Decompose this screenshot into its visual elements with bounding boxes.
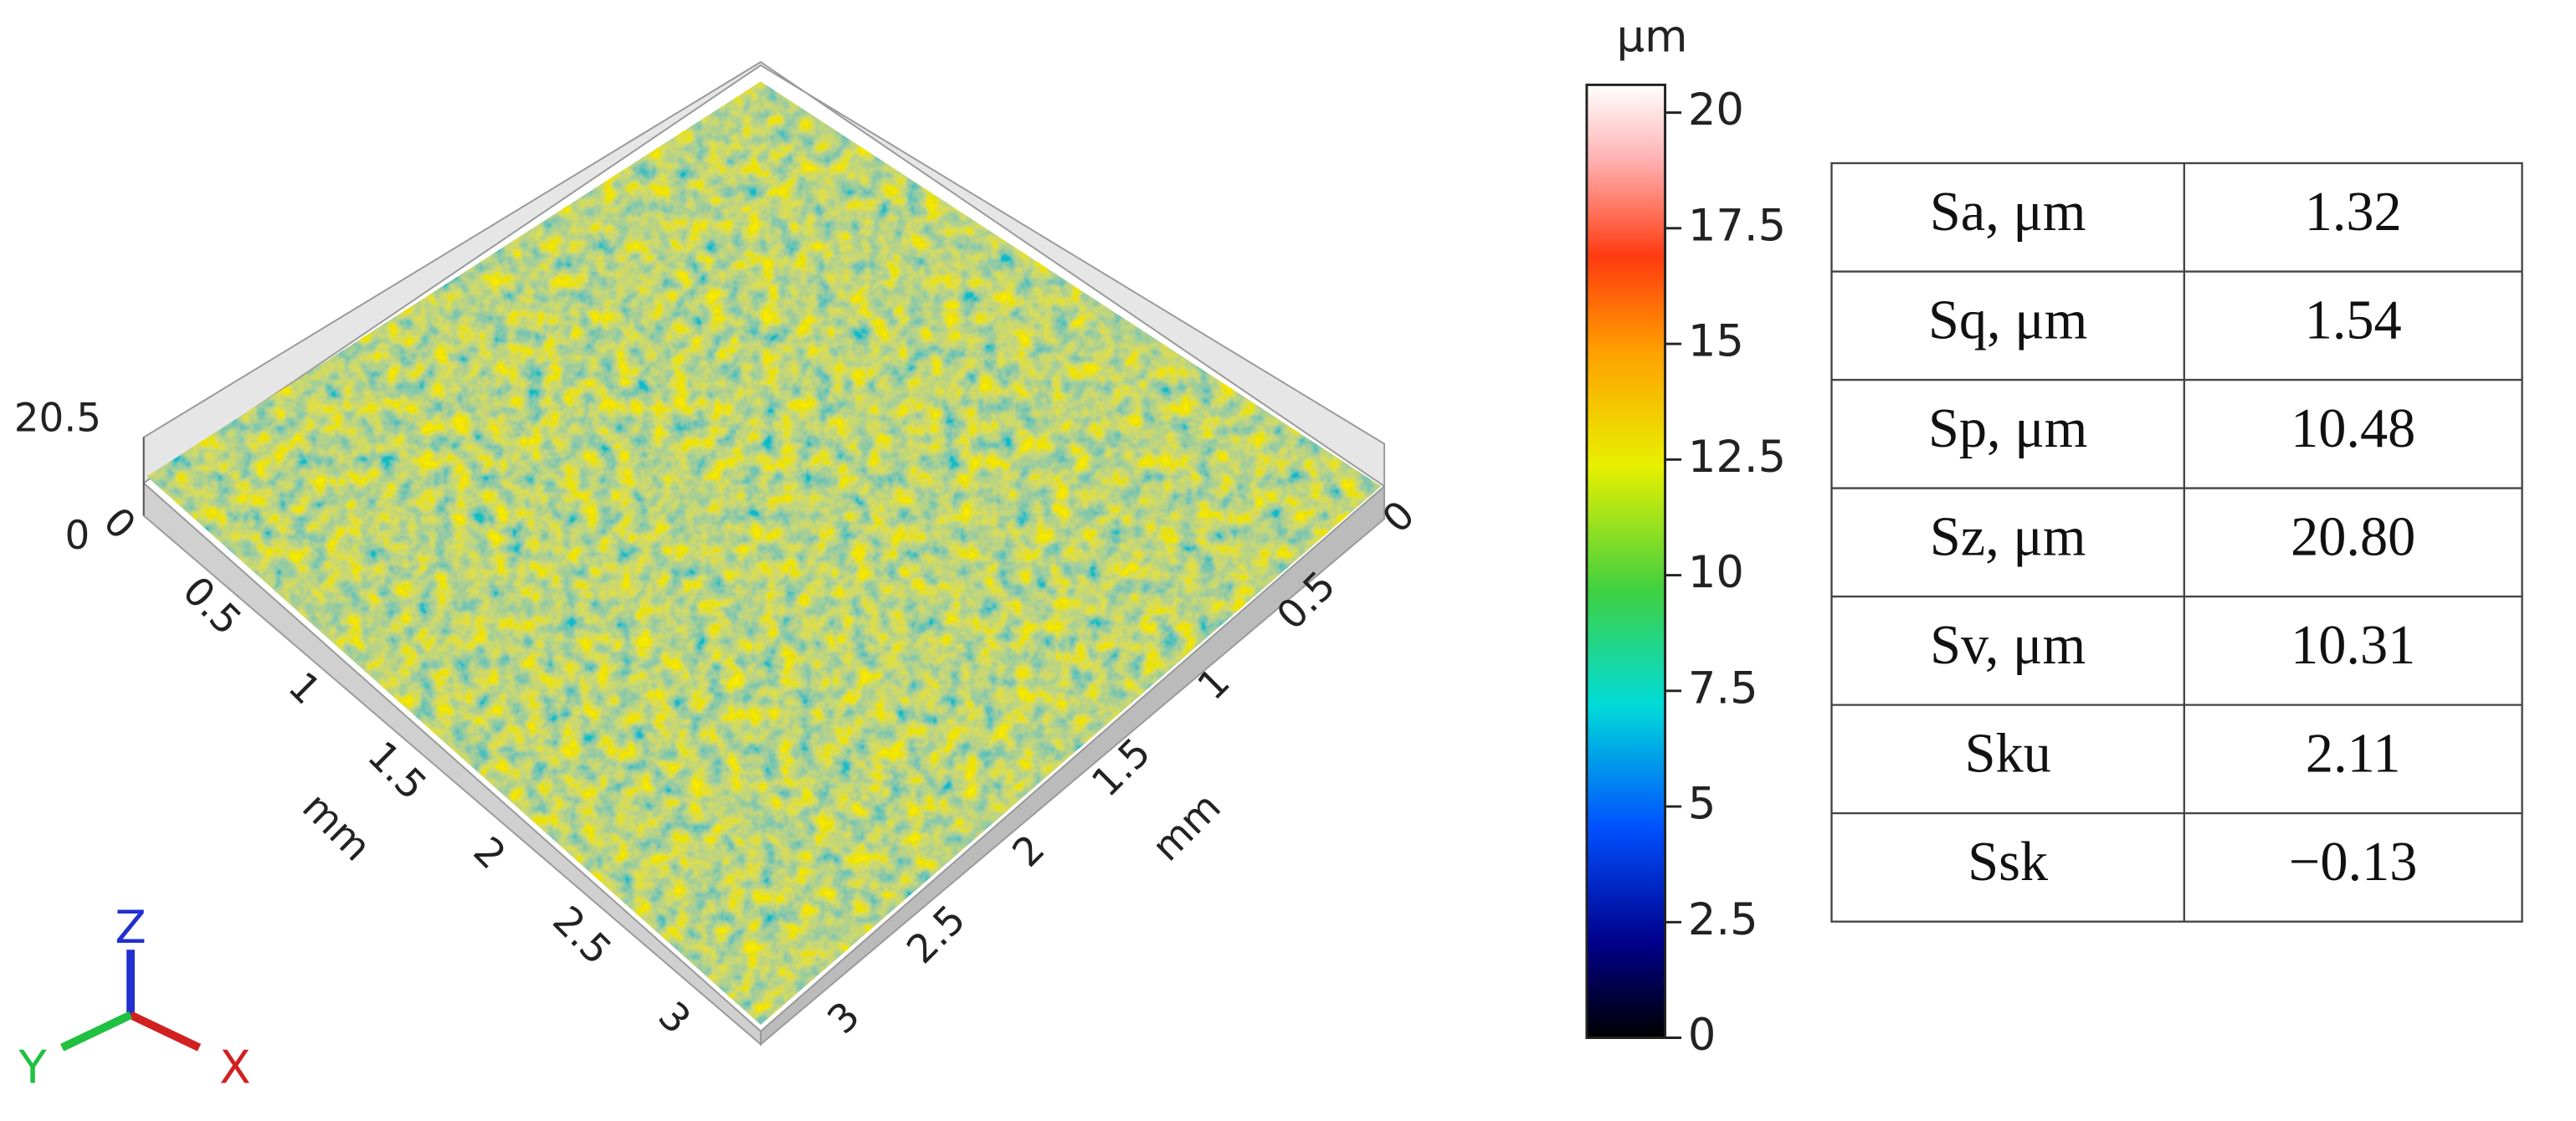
table-cell: Sz, μm <box>1930 507 2086 568</box>
table-cell: Sv, μm <box>1930 615 2086 676</box>
tick-label: 17.5 <box>1688 200 1786 251</box>
axis-label: mm <box>1144 785 1230 871</box>
colorbar: μm 0 2.5 5 7.5 10 12.5 15 17.5 20 <box>1585 11 1786 1061</box>
table-cell: Sa, μm <box>1930 182 2086 243</box>
tick-label: 2.5 <box>1688 894 1758 945</box>
tick-label: 20 <box>1688 84 1744 136</box>
triad-x <box>128 1011 202 1052</box>
triad-label: X <box>219 1041 250 1094</box>
x-tick-label: 0 <box>95 499 144 549</box>
table-cell: 2.11 <box>2306 724 2401 785</box>
surface-texture <box>146 81 1382 1025</box>
table-cell: 10.31 <box>2291 615 2415 676</box>
z-min-label: 0 <box>65 514 90 559</box>
axis-triad: Z X Y <box>18 900 250 1094</box>
table-cell: 1.54 <box>2305 290 2402 351</box>
axis-label: mm <box>293 785 379 871</box>
tick-label: 15 <box>1688 316 1744 367</box>
table-cell: Sq, μm <box>1928 290 2087 351</box>
tick-label: 5 <box>1688 779 1716 830</box>
tick-label: 7.5 <box>1688 663 1758 714</box>
table-cell: 20.80 <box>2291 507 2415 568</box>
triad-label: Z <box>115 900 146 954</box>
table-cell: Sp, μm <box>1928 398 2087 459</box>
parameter-table: Sa, μm 1.32 Sq, μm 1.54 Sp, μm 10.48 Sz, μm 20.… <box>1830 161 2523 923</box>
tick-label: 10 <box>1688 547 1744 598</box>
x-tick-label: 2 <box>464 829 514 878</box>
y-tick-label: 0.5 <box>1269 563 1345 639</box>
x-tick-label: 3 <box>649 994 699 1043</box>
triad-label: Y <box>18 1041 47 1094</box>
table-cell: Ssk <box>1968 832 2049 893</box>
tick-label: 12.5 <box>1688 432 1786 483</box>
table-cell: 10.48 <box>2291 398 2415 459</box>
table-cell: 1.32 <box>2305 182 2402 243</box>
table-cell: −0.13 <box>2289 832 2417 893</box>
z-max-label: 20.5 <box>14 397 101 442</box>
y-tick-label: 2 <box>1004 827 1054 876</box>
x-tick-label: 1 <box>280 664 329 714</box>
tick-label: 0 <box>1688 1010 1716 1061</box>
box-side <box>760 484 1386 1047</box>
colorbar-unit: μm <box>1617 11 1688 62</box>
triad-y <box>60 1011 133 1052</box>
table-cell: Sku <box>1965 724 2051 785</box>
colorbar-scale <box>1585 83 1667 1039</box>
table-border <box>1830 161 2523 923</box>
y-tick-label: 3 <box>819 994 869 1043</box>
